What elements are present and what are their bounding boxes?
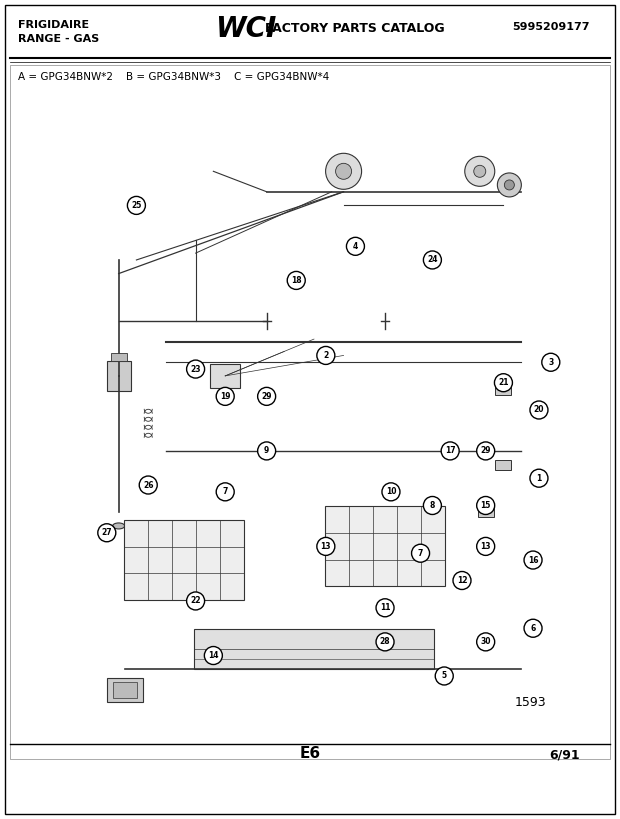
Text: FACTORY PARTS CATALOG: FACTORY PARTS CATALOG [265,22,445,35]
Circle shape [477,537,495,555]
Text: 13: 13 [480,542,491,551]
Circle shape [187,360,205,378]
Circle shape [317,346,335,364]
Text: 15: 15 [480,501,491,510]
Text: 25: 25 [131,201,141,210]
Text: 12: 12 [457,576,467,585]
Circle shape [474,165,485,177]
Text: 14: 14 [208,651,219,660]
Text: 23: 23 [190,364,201,373]
Circle shape [98,524,116,541]
Circle shape [524,551,542,569]
Text: 2: 2 [323,351,329,360]
Bar [124,520,244,600]
Bar [113,681,136,698]
Circle shape [465,156,495,186]
Text: 5: 5 [441,672,447,681]
Bar [10,65,610,759]
Text: 5995209177: 5995209177 [513,22,590,32]
Bar [107,361,131,391]
Bar [495,459,512,469]
Text: 19: 19 [220,391,231,400]
Bar [210,364,240,388]
Bar [495,385,512,395]
Text: 26: 26 [143,481,154,490]
Text: 28: 28 [379,637,391,646]
Circle shape [477,442,495,460]
Text: 16: 16 [528,555,538,564]
Text: 3: 3 [548,358,554,367]
Text: 6/91: 6/91 [549,748,580,761]
Circle shape [376,633,394,651]
Circle shape [494,373,513,391]
Text: WCI: WCI [215,15,277,43]
Text: 4: 4 [353,242,358,251]
Text: 1: 1 [536,473,542,482]
Text: 11: 11 [380,604,391,613]
Circle shape [530,469,548,487]
Text: 29: 29 [480,446,491,455]
Circle shape [216,483,234,501]
Circle shape [530,401,548,419]
Text: 18: 18 [291,276,301,285]
Bar [325,506,445,586]
Text: 8: 8 [430,501,435,510]
Text: 21: 21 [498,378,508,387]
Ellipse shape [113,523,125,529]
Circle shape [504,180,515,190]
Text: 13: 13 [321,542,331,551]
Circle shape [205,646,223,664]
Bar [0,0,620,58]
Circle shape [423,496,441,514]
Bar [194,629,434,668]
Circle shape [187,592,205,610]
Text: E6: E6 [299,746,321,761]
Text: 7: 7 [223,487,228,496]
Text: 24: 24 [427,256,438,265]
Circle shape [423,251,441,269]
Circle shape [335,163,352,179]
Text: A = GPG34BNW*2    B = GPG34BNW*3    C = GPG34BNW*4: A = GPG34BNW*2 B = GPG34BNW*3 C = GPG34B… [18,72,329,82]
Text: 20: 20 [534,405,544,414]
Circle shape [127,197,146,215]
Circle shape [376,599,394,617]
Circle shape [287,271,305,289]
Circle shape [524,619,542,637]
Circle shape [477,496,495,514]
Circle shape [140,476,157,494]
Circle shape [347,238,365,256]
Text: 1593: 1593 [515,696,547,709]
Text: RANGE - GAS: RANGE - GAS [18,34,99,44]
Text: 7: 7 [418,549,423,558]
Text: 9: 9 [264,446,269,455]
Circle shape [258,387,276,405]
Circle shape [382,483,400,501]
Bar [477,507,494,518]
Bar [110,353,126,361]
Circle shape [412,544,430,562]
Circle shape [435,667,453,685]
Circle shape [317,537,335,555]
Circle shape [441,442,459,460]
Circle shape [477,633,495,651]
Text: 29: 29 [262,391,272,400]
Text: 17: 17 [445,446,456,455]
Circle shape [542,353,560,371]
Text: 27: 27 [102,528,112,537]
Circle shape [453,572,471,590]
Text: 6: 6 [531,624,536,633]
Bar [107,677,143,702]
Circle shape [326,153,361,189]
Circle shape [497,173,521,197]
Circle shape [258,442,276,460]
Text: 30: 30 [480,637,491,646]
Circle shape [216,387,234,405]
Text: 10: 10 [386,487,396,496]
Text: 22: 22 [190,596,201,605]
Text: FRIGIDAIRE: FRIGIDAIRE [18,20,89,30]
